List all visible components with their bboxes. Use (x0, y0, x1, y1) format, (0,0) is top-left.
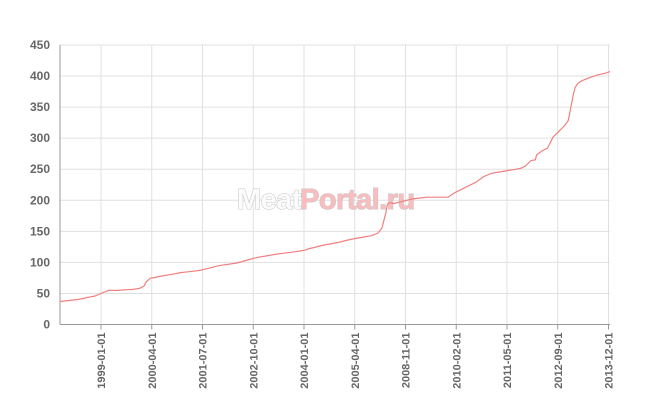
svg-text:2000-04-01: 2000-04-01 (147, 333, 159, 389)
svg-text:100: 100 (30, 255, 50, 269)
svg-text:400: 400 (30, 69, 50, 83)
svg-text:2008-11-01: 2008-11-01 (401, 333, 413, 389)
svg-text:150: 150 (30, 224, 50, 238)
svg-text:2001-07-01: 2001-07-01 (198, 333, 210, 389)
svg-text:2004-01-01: 2004-01-01 (299, 333, 311, 389)
svg-text:2002-10-01: 2002-10-01 (248, 333, 260, 389)
svg-text:2012-09-01: 2012-09-01 (553, 333, 565, 389)
svg-text:Meat: Meat (237, 184, 302, 216)
svg-text:350: 350 (30, 100, 50, 114)
svg-text:1999-01-01: 1999-01-01 (96, 333, 108, 389)
svg-text:50: 50 (37, 286, 51, 300)
svg-text:450: 450 (30, 38, 50, 52)
svg-text:250: 250 (30, 162, 50, 176)
svg-text:Portal.ru: Portal.ru (300, 184, 415, 216)
svg-text:2005-04-01: 2005-04-01 (350, 333, 362, 389)
svg-text:0: 0 (43, 318, 50, 332)
svg-text:2010-02-01: 2010-02-01 (451, 333, 463, 389)
svg-text:200: 200 (30, 193, 50, 207)
svg-text:300: 300 (30, 131, 50, 145)
svg-text:2013-12-01: 2013-12-01 (604, 333, 616, 389)
svg-text:2011-05-01: 2011-05-01 (502, 333, 514, 389)
